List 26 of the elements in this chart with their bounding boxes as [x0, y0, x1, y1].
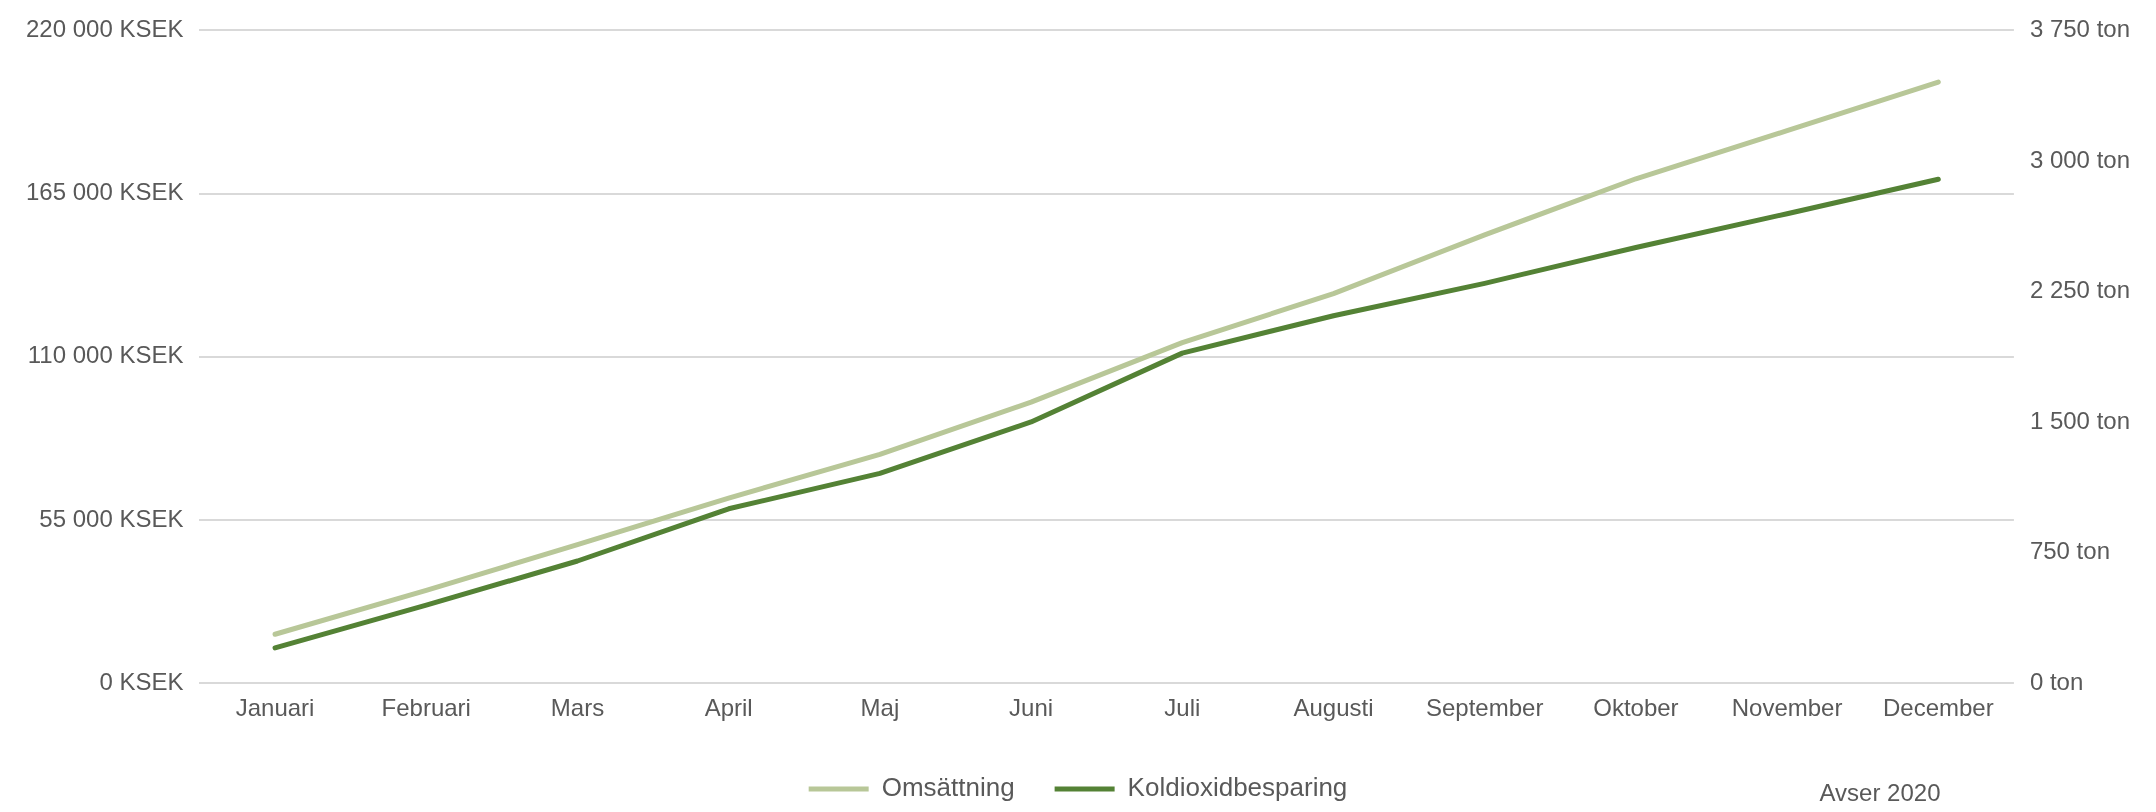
y2-tick-label: 2 250 ton	[2029, 276, 2130, 304]
y-tick-label: 220 000 KSEK	[26, 15, 184, 43]
x-tick-label: November	[1731, 694, 1843, 722]
legend-label: Koldioxidbesparing	[1127, 772, 1348, 803]
y-tick-label: 165 000 KSEK	[26, 178, 184, 206]
x-tick-label: Augusti	[1293, 694, 1374, 722]
x-tick-label: December	[1882, 694, 1994, 722]
text: Avser 2020	[1819, 778, 1941, 806]
y2-tick-label: 0 ton	[2029, 667, 2084, 695]
x-tick-label: Juli	[1164, 694, 1201, 722]
x-tick-label: April	[704, 694, 753, 722]
x-tick-label: September	[1425, 694, 1544, 722]
y2-tick-label: 3 750 ton	[2029, 15, 2130, 43]
x-tick-label: Juni	[1009, 694, 1054, 722]
x-tick-label: Oktober	[1593, 694, 1679, 722]
y-tick-label: 0 KSEK	[99, 667, 184, 695]
x-tick-label: Januari	[235, 694, 315, 722]
x-tick-label: Mars	[550, 694, 605, 722]
y-tick-label: 110 000 KSEK	[27, 341, 184, 369]
y-tick-label: 55 000 KSEK	[39, 504, 184, 532]
x-tick-label: Maj	[860, 694, 900, 722]
y2-tick-label: 1 500 ton	[2029, 406, 2130, 434]
y2-tick-label: 750 ton	[2029, 537, 2110, 565]
x-tick-label: Februari	[381, 694, 471, 722]
legend-label: Omsättning	[881, 772, 1015, 803]
y2-tick-label: 3 000 ton	[2029, 145, 2130, 173]
